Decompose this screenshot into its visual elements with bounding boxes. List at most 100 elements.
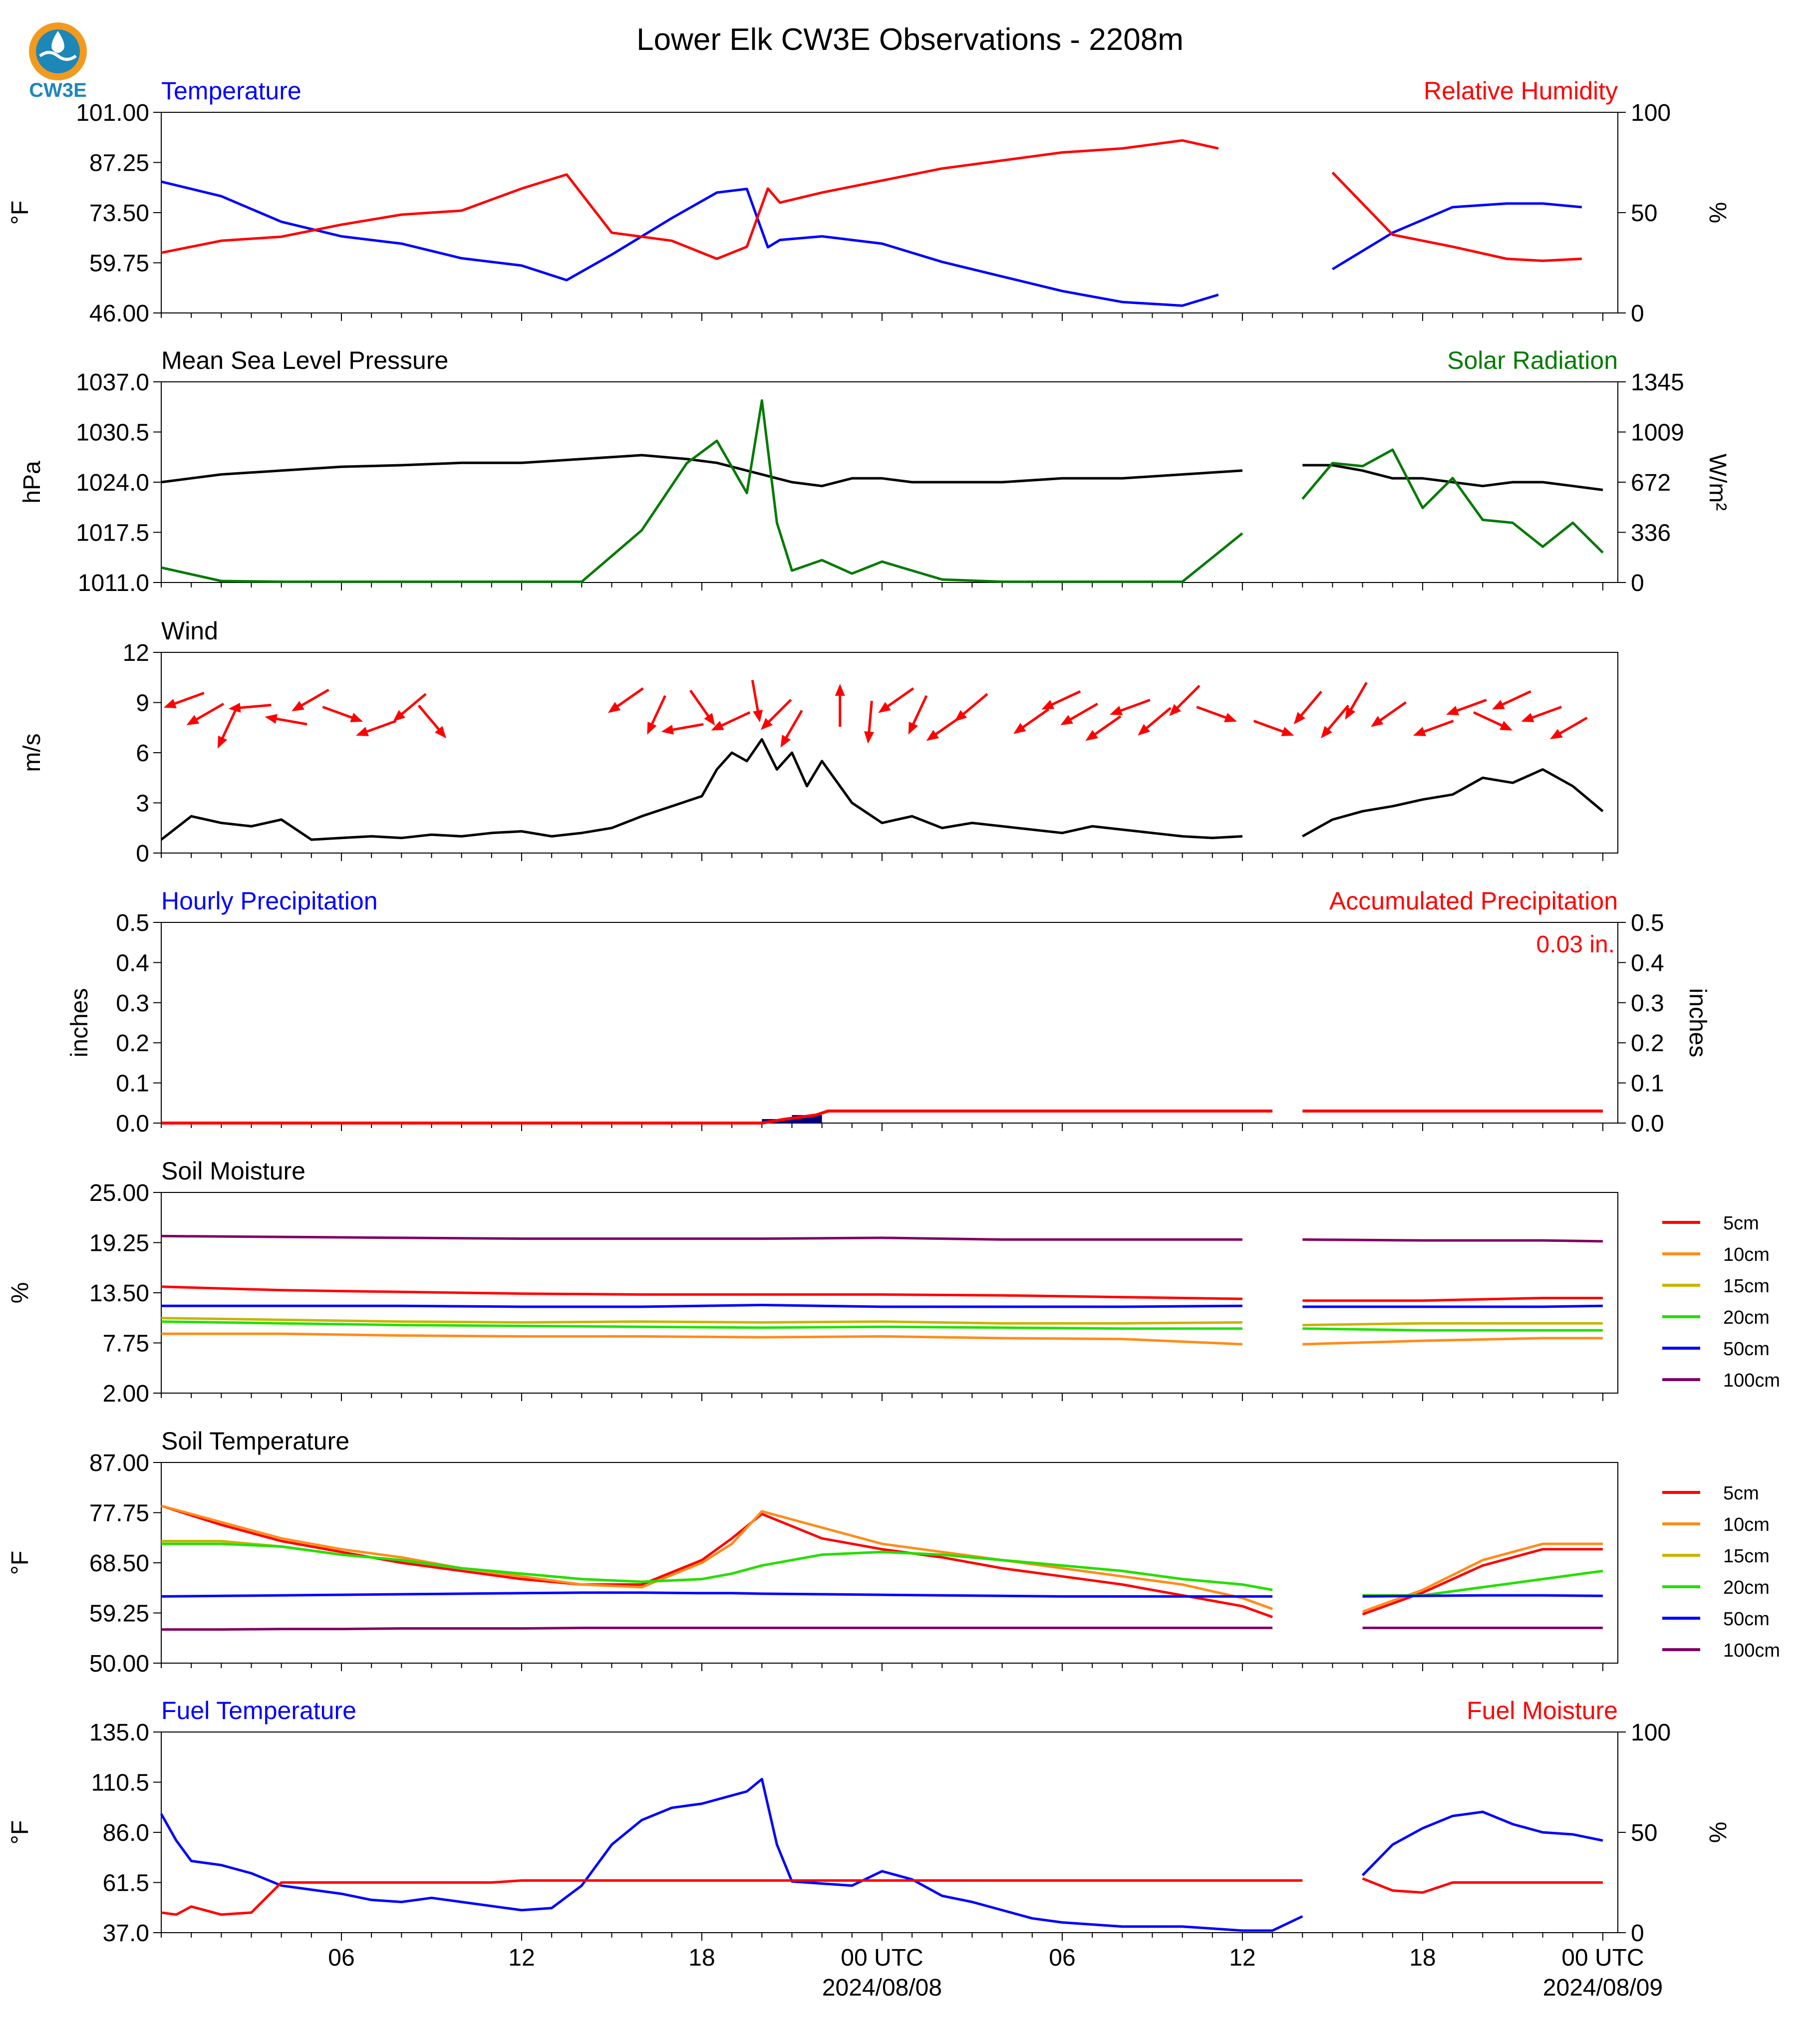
x-date-label: 2024/08/08 bbox=[822, 1975, 942, 2001]
wind-vector-arrow bbox=[291, 688, 329, 711]
wind-vector-arrow bbox=[780, 710, 803, 748]
wind-vector-arrow bbox=[647, 695, 666, 735]
y-tick-label: 1017.5 bbox=[76, 520, 149, 547]
wind-vector-arrow bbox=[711, 711, 751, 731]
y-tick-label: 87.25 bbox=[89, 150, 149, 177]
y2-axis-label: % bbox=[1704, 202, 1731, 224]
wind-vector-arrow bbox=[1492, 690, 1531, 710]
wind-vector-head-icon bbox=[393, 710, 405, 722]
wind-vector-head-icon bbox=[1500, 721, 1513, 731]
series-line-wind bbox=[160, 738, 1604, 841]
wind-vector-head-icon bbox=[1345, 707, 1356, 720]
panel-title-right: Fuel Moisture bbox=[1467, 1697, 1618, 1725]
cw3e-logo: CW3E bbox=[29, 22, 87, 101]
series-line-mean-sea-level-pressure bbox=[161, 454, 1603, 491]
y2-tick-label: 0.1 bbox=[1631, 1071, 1664, 1097]
y2-axis-label: inches bbox=[1684, 988, 1711, 1058]
y-tick-label: 9 bbox=[136, 690, 149, 717]
wind-vector-arrow bbox=[689, 689, 715, 726]
wind-vector-head-icon bbox=[186, 715, 200, 725]
x-tick-label: 12 bbox=[1229, 1945, 1255, 1971]
y2-tick-label: 0 bbox=[1631, 300, 1644, 327]
y-tick-label: 101.00 bbox=[76, 100, 149, 126]
y-tick-label: 0.5 bbox=[116, 910, 149, 936]
y-tick-label: 110.5 bbox=[91, 1770, 149, 1796]
wind-vector-head-icon bbox=[878, 702, 891, 713]
y-tick-label: 1024.0 bbox=[76, 470, 149, 496]
wind-vector-arrow bbox=[760, 698, 792, 730]
plot-frame bbox=[161, 112, 1618, 313]
wind-vector-head-icon bbox=[704, 713, 715, 726]
y2-tick-label: 50 bbox=[1631, 1820, 1657, 1846]
y-tick-label: 46.00 bbox=[89, 300, 149, 327]
y-tick-label: 50.00 bbox=[89, 1651, 149, 1677]
wind-vector-arrow bbox=[1253, 719, 1294, 736]
legend-label: 15cm bbox=[1723, 1276, 1770, 1297]
wind-vector-head-icon bbox=[265, 714, 278, 724]
legend-label: 100cm bbox=[1723, 1370, 1780, 1391]
y-tick-label: 59.25 bbox=[89, 1601, 149, 1627]
wind-vector-arrow bbox=[1371, 701, 1407, 727]
legend-label: 10cm bbox=[1723, 1244, 1770, 1265]
x-tick-label: 00 UTC bbox=[1561, 1945, 1644, 1971]
y2-tick-label: 0.4 bbox=[1631, 950, 1664, 976]
wind-vector-head-icon bbox=[1371, 716, 1384, 727]
wind-vector-head-icon bbox=[1521, 713, 1534, 722]
wind-vector-arrow bbox=[1041, 690, 1081, 710]
y-tick-label: 135.0 bbox=[89, 1720, 149, 1746]
plot-frame bbox=[161, 1462, 1618, 1664]
wind-vector-arrow bbox=[393, 693, 427, 722]
wind-vector-head-icon bbox=[291, 701, 304, 711]
wind-vector-head-icon bbox=[926, 730, 939, 741]
y-tick-label: 0 bbox=[136, 841, 149, 867]
wind-vector-arrow bbox=[322, 705, 363, 722]
plot-frame bbox=[161, 922, 1618, 1124]
accumulated-total-label: 0.03 in. bbox=[1536, 931, 1615, 958]
series-line-solar-radiation bbox=[161, 399, 1604, 583]
wind-vector-arrow bbox=[607, 687, 644, 713]
wind-vector-arrow bbox=[1521, 705, 1562, 722]
wind-vector-arrow bbox=[878, 687, 914, 713]
plot-frame bbox=[161, 652, 1618, 854]
panel-fuel: Fuel Temperature Fuel Moisture 135.0 110.5 8… bbox=[7, 1697, 1731, 1947]
wind-vector-head-icon bbox=[1013, 723, 1026, 734]
panel-title-left: Soil Temperature bbox=[161, 1427, 349, 1455]
panel-title-right: Relative Humidity bbox=[1424, 77, 1618, 105]
series-line-accumulated-precipitation bbox=[161, 1109, 1273, 1125]
panels: Temperature Relative Humidity 101.00 87.25 7… bbox=[7, 77, 1780, 1947]
legend-label: 100cm bbox=[1723, 1640, 1780, 1661]
wind-vector-head-icon bbox=[954, 710, 967, 722]
wind-vector-head-icon bbox=[355, 727, 369, 736]
series-line-100cm bbox=[161, 1234, 1603, 1243]
wind-vector-arrow bbox=[1138, 707, 1172, 736]
wind-vector-arrow bbox=[417, 704, 447, 739]
wind-vector-head-icon bbox=[1085, 730, 1098, 741]
wind-vector-head-icon bbox=[647, 721, 657, 735]
y2-tick-label: 0.2 bbox=[1631, 1030, 1664, 1057]
y-tick-label: 0.1 bbox=[116, 1071, 149, 1097]
wind-vector-head-icon bbox=[1281, 727, 1294, 736]
y-axis-label: hPa bbox=[19, 461, 45, 504]
x-tick-label: 12 bbox=[508, 1945, 535, 1971]
legend-label: 50cm bbox=[1723, 1339, 1770, 1360]
series-line-5cm bbox=[161, 1504, 1603, 1618]
y2-axis-label: W/m² bbox=[1704, 454, 1731, 511]
x-tick-label: 06 bbox=[328, 1945, 354, 1971]
y-tick-label: 7.75 bbox=[103, 1331, 149, 1357]
wind-vector-head-icon bbox=[1549, 729, 1563, 739]
wind-vector-head-icon bbox=[835, 684, 845, 696]
logo-wave-icon bbox=[39, 51, 77, 61]
wind-vector-arrow bbox=[1293, 690, 1322, 725]
y2-tick-label: 1009 bbox=[1631, 420, 1684, 446]
wind-vector-arrow bbox=[1473, 711, 1513, 731]
panel-title-right: Accumulated Precipitation bbox=[1329, 887, 1618, 915]
wind-vector-head-icon bbox=[908, 721, 918, 735]
wind-vector-head-icon bbox=[1413, 727, 1426, 736]
x-date-label: 2024/08/09 bbox=[1543, 1975, 1663, 2001]
y2-tick-label: 672 bbox=[1631, 470, 1671, 496]
wind-vector-arrow bbox=[228, 702, 272, 713]
series-line-20cm bbox=[161, 1320, 1603, 1332]
wind-vector-arrow bbox=[1060, 702, 1098, 725]
legend-label: 5cm bbox=[1723, 1213, 1759, 1234]
y-tick-label: 1037.0 bbox=[76, 369, 149, 396]
